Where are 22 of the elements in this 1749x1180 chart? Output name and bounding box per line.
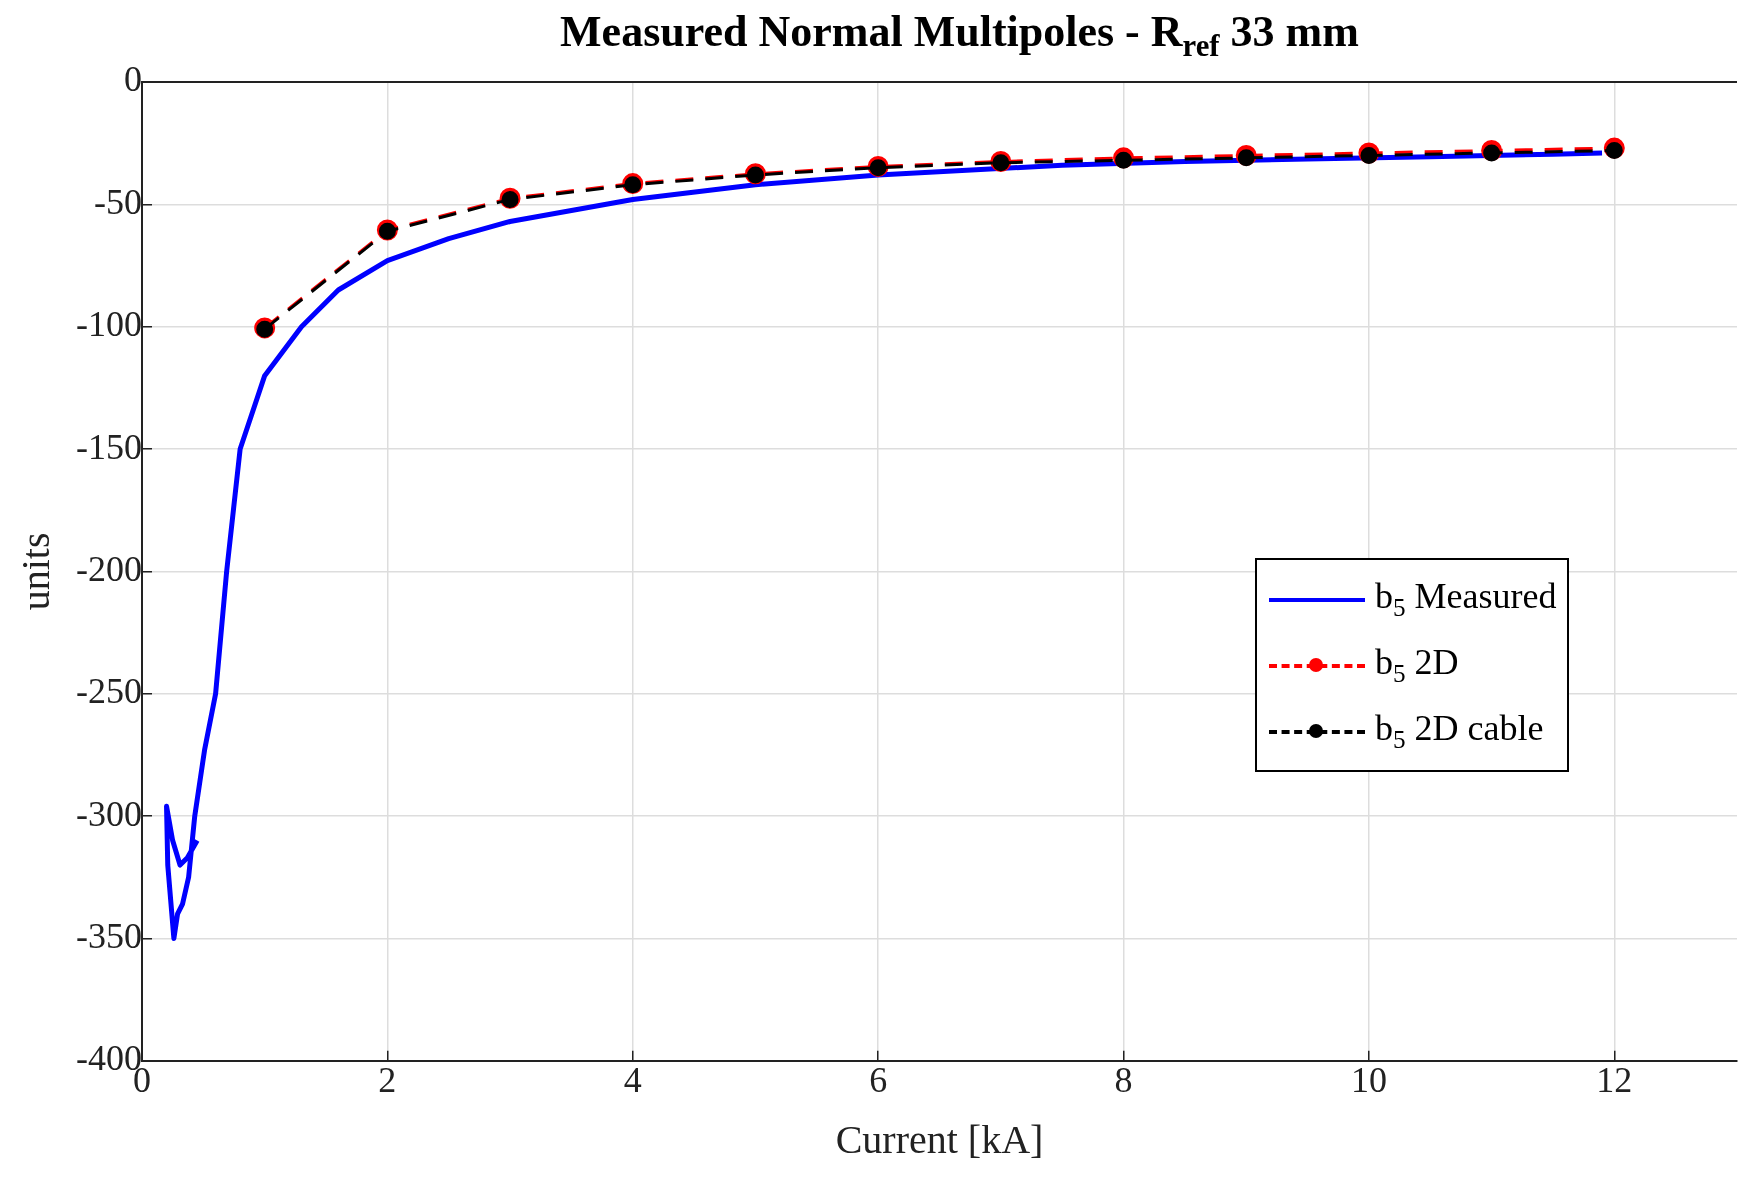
legend-label: b$_{5}$ 2D [1375, 641, 1459, 689]
y-tick-label: 0 [123, 59, 142, 100]
y-tick-label: -200 [75, 548, 142, 589]
y-tick-label: -250 [75, 671, 142, 712]
y-tick-label: -150 [75, 426, 142, 467]
x-tick-label: 10 [1350, 1059, 1387, 1100]
x-tick-label: 6 [869, 1059, 888, 1100]
legend-label: b$_{5}$ 2D cable [1375, 707, 1544, 755]
point [1605, 142, 1623, 160]
point [1237, 149, 1255, 167]
x-tick-label: 8 [1114, 1059, 1133, 1100]
x-tick-label: 12 [1596, 1059, 1633, 1100]
y-tick-label: -50 [93, 181, 142, 222]
x-tick-label: 2 [378, 1059, 397, 1100]
legend-label: b$_{5}$ Measured [1375, 575, 1557, 623]
y-axis-title: units [12, 532, 58, 611]
y-tick-label: -300 [75, 793, 142, 834]
y-tick-label: -350 [75, 915, 142, 956]
x-axis-title: Current [kA] [835, 1116, 1044, 1162]
y-tick-label: -100 [75, 304, 142, 345]
chart-title: Measured Normal Multipoles - R$_{ref}$ 33 mm [559, 6, 1360, 64]
x-tick-label: 4 [623, 1059, 642, 1100]
